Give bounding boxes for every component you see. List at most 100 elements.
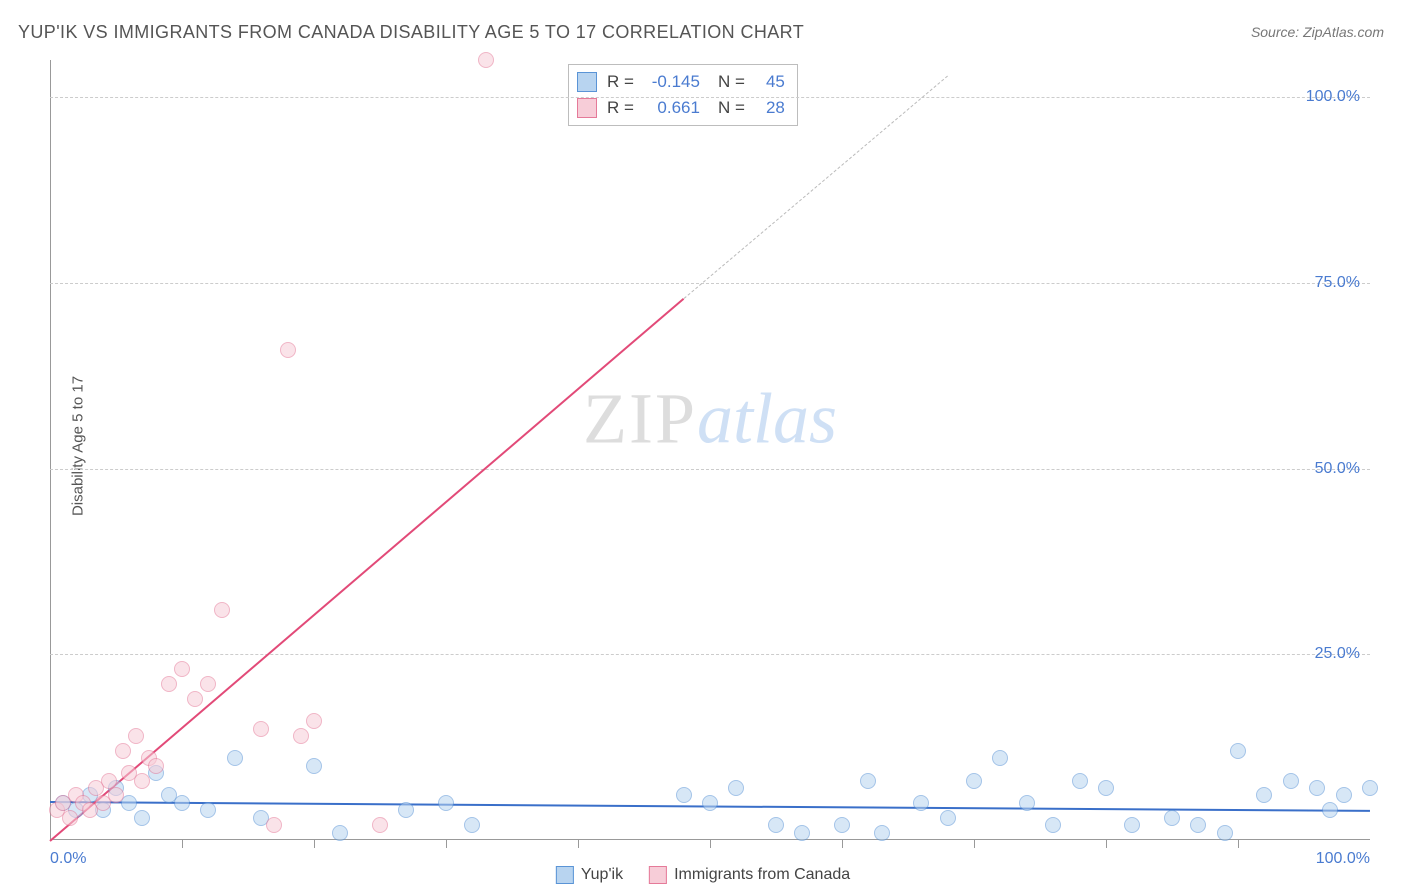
- data-point-canada: [115, 743, 131, 759]
- data-point-yupik: [874, 825, 890, 841]
- data-point-canada: [161, 676, 177, 692]
- data-point-yupik: [1309, 780, 1325, 796]
- data-point-yupik: [1283, 773, 1299, 789]
- watermark-zip: ZIP: [583, 378, 697, 458]
- data-point-canada: [62, 810, 78, 826]
- data-point-yupik: [1019, 795, 1035, 811]
- data-point-yupik: [834, 817, 850, 833]
- data-point-canada: [214, 602, 230, 618]
- gridline: [50, 654, 1370, 655]
- data-point-yupik: [728, 780, 744, 796]
- x-tick: [842, 840, 843, 848]
- data-point-yupik: [992, 750, 1008, 766]
- data-point-canada: [372, 817, 388, 833]
- data-point-yupik: [227, 750, 243, 766]
- data-point-yupik: [676, 787, 692, 803]
- data-point-yupik: [860, 773, 876, 789]
- legend-swatch: [577, 98, 597, 118]
- data-point-yupik: [306, 758, 322, 774]
- data-point-canada: [128, 728, 144, 744]
- data-point-canada: [200, 676, 216, 692]
- legend-r-label: R =: [607, 95, 634, 121]
- data-point-canada: [478, 52, 494, 68]
- legend-label: Immigrants from Canada: [674, 866, 850, 884]
- data-point-yupik: [913, 795, 929, 811]
- x-tick: [1238, 840, 1239, 848]
- data-point-yupik: [1164, 810, 1180, 826]
- legend-stats-box: R = -0.145 N = 45 R = 0.661 N = 28: [568, 64, 798, 126]
- legend-n-label: N =: [718, 95, 745, 121]
- legend-n-label: N =: [718, 69, 745, 95]
- legend-n-value: 28: [755, 95, 785, 121]
- y-tick-label: 75.0%: [1315, 274, 1360, 292]
- legend-item: Yup'ik: [556, 866, 623, 884]
- data-point-yupik: [1256, 787, 1272, 803]
- data-point-yupik: [1190, 817, 1206, 833]
- data-point-canada: [174, 661, 190, 677]
- data-point-yupik: [332, 825, 348, 841]
- chart-title: YUP'IK VS IMMIGRANTS FROM CANADA DISABIL…: [18, 22, 804, 43]
- x-axis-max-label: 100.0%: [1316, 850, 1370, 868]
- plot-area: ZIPatlas R =-0.145N =45R =0.661N =28 0.0…: [50, 60, 1370, 840]
- data-point-yupik: [1045, 817, 1061, 833]
- data-point-canada: [266, 817, 282, 833]
- data-point-canada: [108, 787, 124, 803]
- chart-container: YUP'IK VS IMMIGRANTS FROM CANADA DISABIL…: [0, 0, 1406, 892]
- x-tick: [182, 840, 183, 848]
- legend-r-value: -0.145: [644, 69, 700, 95]
- data-point-yupik: [702, 795, 718, 811]
- data-point-yupik: [438, 795, 454, 811]
- data-point-yupik: [1336, 787, 1352, 803]
- data-point-canada: [148, 758, 164, 774]
- x-tick: [578, 840, 579, 848]
- data-point-canada: [306, 713, 322, 729]
- data-point-yupik: [1098, 780, 1114, 796]
- data-point-yupik: [1217, 825, 1233, 841]
- data-point-canada: [253, 721, 269, 737]
- data-point-yupik: [794, 825, 810, 841]
- data-point-yupik: [1230, 743, 1246, 759]
- data-point-yupik: [1322, 802, 1338, 818]
- legend-label: Yup'ik: [581, 866, 623, 884]
- legend-stats-row: R = 0.661 N = 28: [577, 95, 785, 121]
- gridline: [50, 97, 1370, 98]
- data-point-yupik: [174, 795, 190, 811]
- data-point-yupik: [134, 810, 150, 826]
- data-point-yupik: [398, 802, 414, 818]
- legend-bottom: Yup'ik Immigrants from Canada: [556, 866, 850, 884]
- legend-swatch: [649, 866, 667, 884]
- y-axis-line: [50, 60, 51, 840]
- x-tick: [314, 840, 315, 848]
- data-point-yupik: [966, 773, 982, 789]
- data-point-yupik: [1124, 817, 1140, 833]
- data-point-yupik: [768, 817, 784, 833]
- legend-r-label: R =: [607, 69, 634, 95]
- y-tick-label: 50.0%: [1315, 460, 1360, 478]
- watermark: ZIPatlas: [583, 377, 837, 460]
- y-tick-label: 100.0%: [1306, 88, 1360, 106]
- legend-stats-row: R = -0.145 N = 45: [577, 69, 785, 95]
- data-point-canada: [101, 773, 117, 789]
- legend-n-value: 45: [755, 69, 785, 95]
- data-point-yupik: [200, 802, 216, 818]
- legend-swatch: [556, 866, 574, 884]
- watermark-atlas: atlas: [697, 378, 837, 458]
- data-point-yupik: [940, 810, 956, 826]
- legend-item: Immigrants from Canada: [649, 866, 850, 884]
- x-tick: [974, 840, 975, 848]
- gridline: [50, 469, 1370, 470]
- data-point-yupik: [464, 817, 480, 833]
- data-point-canada: [293, 728, 309, 744]
- data-point-yupik: [1072, 773, 1088, 789]
- y-tick-label: 25.0%: [1315, 645, 1360, 663]
- x-axis-min-label: 0.0%: [50, 850, 86, 868]
- legend-swatch: [577, 72, 597, 92]
- legend-r-value: 0.661: [644, 95, 700, 121]
- data-point-canada: [187, 691, 203, 707]
- data-point-canada: [134, 773, 150, 789]
- x-tick: [1106, 840, 1107, 848]
- source-attribution: Source: ZipAtlas.com: [1251, 24, 1384, 40]
- x-tick: [710, 840, 711, 848]
- data-point-yupik: [1362, 780, 1378, 796]
- data-point-canada: [280, 342, 296, 358]
